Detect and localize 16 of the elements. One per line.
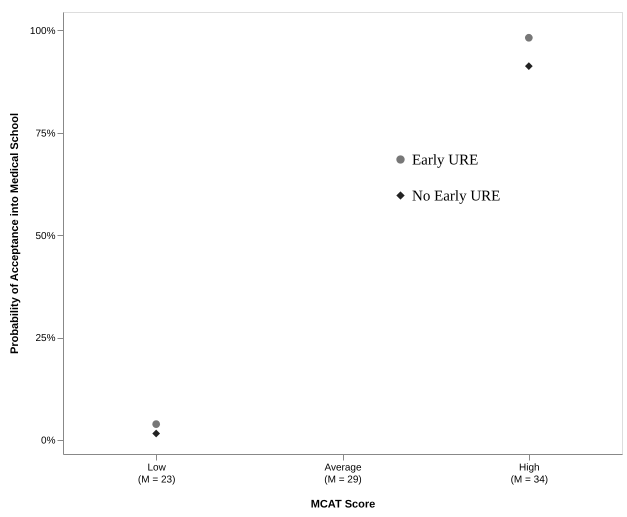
- x-tick-label: High (M = 34): [510, 462, 548, 486]
- legend-label: Early URE: [412, 152, 478, 168]
- y-axis-title: Probability of Acceptance into Medical School: [8, 112, 21, 354]
- y-tick-label: 100%: [30, 26, 56, 37]
- y-tick-label: 25%: [35, 333, 56, 344]
- point: [152, 430, 160, 438]
- x-tick-label: Low (M = 23): [138, 462, 176, 486]
- point: [524, 34, 533, 42]
- y-tick-label: 50%: [35, 230, 56, 242]
- y-tick-label: 0%: [41, 436, 56, 447]
- point: [524, 62, 533, 70]
- x-axis-title: MCAT Score: [310, 498, 376, 510]
- legend-label: No Early URE: [412, 188, 500, 204]
- point: [152, 420, 160, 428]
- y-tick-label: 75%: [35, 128, 56, 140]
- x-tick-label: Average (M = 29): [324, 462, 362, 486]
